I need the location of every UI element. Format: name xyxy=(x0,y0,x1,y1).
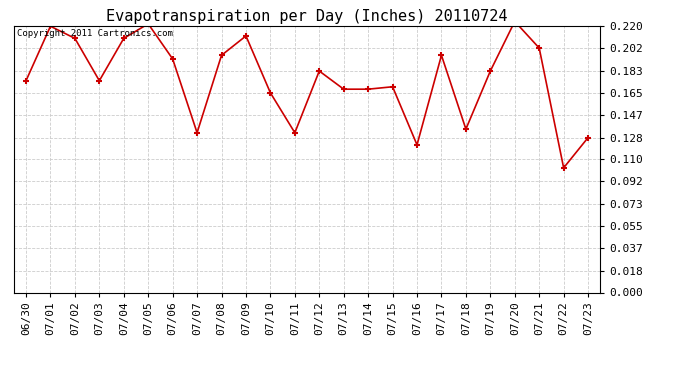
Text: Copyright 2011 Cartronics.com: Copyright 2011 Cartronics.com xyxy=(17,29,172,38)
Title: Evapotranspiration per Day (Inches) 20110724: Evapotranspiration per Day (Inches) 2011… xyxy=(106,9,508,24)
